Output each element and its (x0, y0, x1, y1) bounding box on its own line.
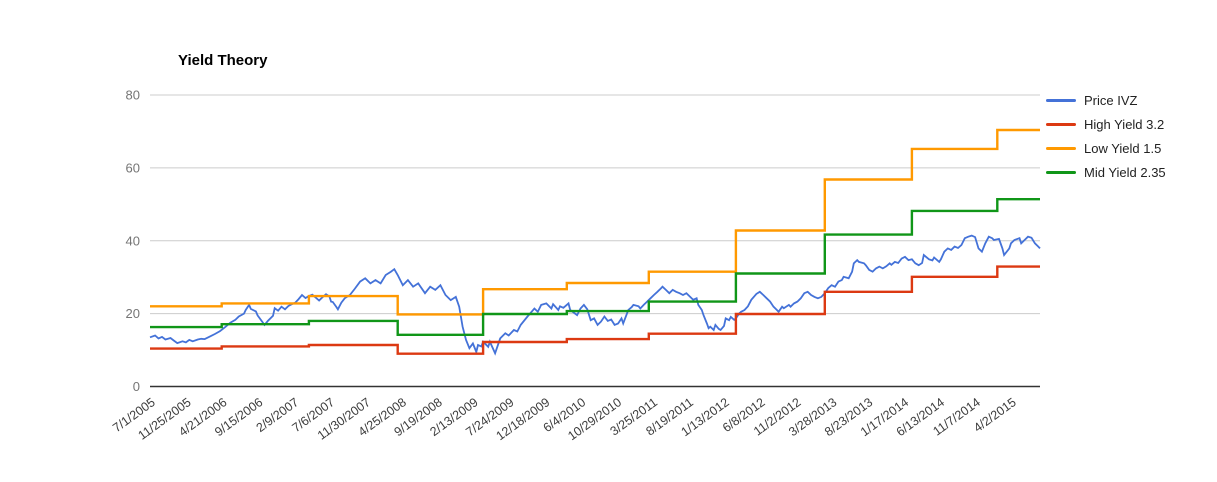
legend-swatch (1046, 146, 1076, 150)
series-line-high-yield-3-2 (150, 265, 1040, 355)
series-line-mid-yield-2-35 (150, 198, 1040, 336)
chart-title: Yield Theory (178, 52, 268, 69)
legend-label: Mid Yield 2.35 (1084, 164, 1166, 180)
series-line-price-ivz (149, 234, 1041, 356)
y-axis-tick-label: 0 (133, 379, 140, 394)
series-line-low-yield-1-5 (150, 128, 1040, 316)
y-axis-tick-label: 80 (126, 88, 140, 103)
legend-swatch (1046, 170, 1076, 174)
y-axis-tick-label: 60 (126, 160, 140, 175)
y-axis-tick-label: 40 (126, 233, 140, 248)
legend-item-price-ivz: Price IVZ (1046, 88, 1166, 112)
legend-item-low-yield-1-5: Low Yield 1.5 (1046, 136, 1166, 160)
y-axis-tick-label: 20 (126, 306, 140, 321)
legend-item-mid-yield-2-35: Mid Yield 2.35 (1046, 160, 1166, 184)
chart-legend: Price IVZ High Yield 3.2 Low Yield 1.5 Mid … (1046, 88, 1166, 184)
legend-item-high-yield-3-2: High Yield 3.2 (1046, 112, 1166, 136)
legend-label: High Yield 3.2 (1084, 116, 1165, 132)
legend-label: Price IVZ (1084, 92, 1138, 108)
legend-label: Low Yield 1.5 (1084, 140, 1162, 156)
legend-swatch (1046, 122, 1076, 126)
legend-swatch (1046, 98, 1076, 102)
